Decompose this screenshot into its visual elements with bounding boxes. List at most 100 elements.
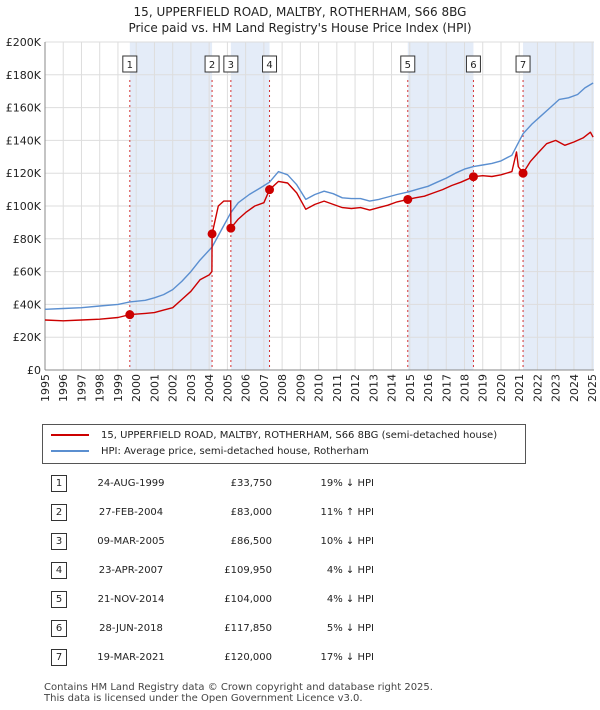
- sale-row: 3 09-MAR-2005 £86,500 10% ↓ HPI: [42, 527, 380, 556]
- sale-hpi-diff: 5% ↓ HPI: [326, 623, 374, 634]
- sale-point: [125, 310, 135, 320]
- x-tick-label: 2001: [148, 374, 161, 402]
- sale-number-cell: 2: [42, 498, 76, 527]
- chart-title: 15, UPPERFIELD ROAD, MALTBY, ROTHERHAM, …: [0, 4, 600, 36]
- x-tick-label: 1998: [94, 374, 107, 402]
- sale-marker-box: [262, 55, 278, 73]
- sales-table: 1 24-AUG-1999 £33,750 19% ↓ HPI 2 27-FEB-2004…: [42, 469, 380, 672]
- sale-price: £83,000: [230, 507, 272, 518]
- sale-marker-label: 5: [405, 60, 411, 71]
- sale-marker-box: [204, 55, 220, 73]
- x-tick-label: 2015: [404, 374, 417, 402]
- legend-swatch-hpi: [51, 450, 89, 452]
- sale-number-badge: 2: [51, 504, 67, 521]
- sale-number-badge: 5: [51, 591, 67, 608]
- x-tick-label: 2020: [495, 374, 508, 402]
- sale-row: 7 19-MAR-2021 £120,000 17% ↓ HPI: [42, 643, 380, 672]
- x-tick-label: 1996: [57, 374, 70, 402]
- sale-marker-box: [223, 55, 239, 73]
- title-line-1: 15, UPPERFIELD ROAD, MALTBY, ROTHERHAM, …: [133, 5, 467, 19]
- x-tick-label: 2014: [386, 374, 399, 402]
- sale-point: [468, 172, 478, 182]
- x-tick-label: 2023: [550, 374, 563, 402]
- sale-marker-label: 4: [266, 60, 272, 71]
- sale-row: 2 27-FEB-2004 £83,000 11% ↑ HPI: [42, 498, 380, 527]
- sale-date: 23-APR-2007: [98, 565, 164, 576]
- sale-number-cell: 3: [42, 527, 76, 556]
- sale-point: [207, 229, 217, 239]
- sale-date: 24-AUG-1999: [97, 478, 165, 489]
- sale-point: [518, 168, 528, 178]
- sale-price: £117,850: [224, 623, 272, 634]
- x-tick-label: 2008: [276, 374, 289, 402]
- sale-number-cell: 5: [42, 585, 76, 614]
- x-tick-label: 2021: [513, 374, 526, 402]
- y-tick-label: £60K: [13, 266, 42, 279]
- legend-label-hpi: HPI: Average price, semi-detached house,…: [101, 446, 369, 457]
- sale-date: 28-JUN-2018: [99, 623, 163, 634]
- legend-item-hpi: HPI: Average price, semi-detached house,…: [51, 445, 369, 459]
- sale-number-badge: 4: [51, 562, 67, 579]
- sale-number-cell: 1: [42, 469, 76, 498]
- x-tick-label: 2006: [240, 374, 253, 402]
- x-tick-label: 2018: [459, 374, 472, 402]
- sale-number-cell: 4: [42, 556, 76, 585]
- y-tick-label: £40K: [13, 298, 42, 311]
- y-tick-label: £100K: [6, 200, 42, 213]
- sale-marker-box: [515, 55, 531, 73]
- legend: 15, UPPERFIELD ROAD, MALTBY, ROTHERHAM, …: [42, 424, 526, 464]
- sale-number-badge: 1: [51, 475, 67, 492]
- sale-row: 4 23-APR-2007 £109,950 4% ↓ HPI: [42, 556, 380, 585]
- sale-point: [265, 185, 275, 195]
- sale-marker-label: 3: [228, 60, 234, 71]
- sale-point: [403, 194, 413, 204]
- legend-label-property: 15, UPPERFIELD ROAD, MALTBY, ROTHERHAM, …: [101, 430, 498, 441]
- y-tick-label: £140K: [6, 134, 42, 147]
- x-tick-label: 1999: [112, 374, 125, 402]
- legend-swatch-property: [51, 434, 89, 436]
- x-tick-label: 2000: [130, 374, 143, 402]
- x-tick-label: 2013: [367, 374, 380, 402]
- footer-licence: This data is licensed under the Open Gov…: [44, 693, 363, 704]
- x-tick-label: 2022: [531, 374, 544, 402]
- x-tick-label: 2002: [167, 374, 180, 402]
- sale-point: [226, 223, 236, 233]
- y-tick-label: £200K: [6, 36, 42, 49]
- sale-price: £104,000: [224, 594, 272, 605]
- x-tick-label: 2009: [294, 374, 307, 402]
- sale-row: 5 21-NOV-2014 £104,000 4% ↓ HPI: [42, 585, 380, 614]
- x-tick-label: 2003: [185, 374, 198, 402]
- sale-marker-label: 7: [520, 60, 526, 71]
- x-tick-label: 1997: [75, 374, 88, 402]
- sale-number-cell: 6: [42, 614, 76, 643]
- y-tick-label: £80K: [13, 233, 42, 246]
- sale-marker-box: [122, 55, 138, 73]
- x-tick-label: 2017: [440, 374, 453, 402]
- x-tick-label: 2010: [313, 374, 326, 402]
- legend-item-property: 15, UPPERFIELD ROAD, MALTBY, ROTHERHAM, …: [51, 429, 497, 443]
- sale-date: 27-FEB-2004: [98, 507, 164, 518]
- x-tick-label: 2016: [422, 374, 435, 402]
- y-tick-label: £120K: [6, 167, 42, 180]
- sale-row: 6 28-JUN-2018 £117,850 5% ↓ HPI: [42, 614, 380, 643]
- footer-copyright: Contains HM Land Registry data © Crown c…: [44, 682, 433, 693]
- sale-hpi-diff: 17% ↓ HPI: [320, 652, 374, 663]
- y-tick-label: £0: [27, 364, 41, 377]
- sale-date: 19-MAR-2021: [97, 652, 165, 663]
- hpi-line: [44, 82, 594, 310]
- x-tick-label: 2005: [221, 374, 234, 402]
- x-tick-label: 2004: [203, 374, 216, 402]
- sale-price: £109,950: [224, 565, 272, 576]
- sale-number-badge: 6: [51, 620, 67, 637]
- y-tick-label: £180K: [6, 69, 42, 82]
- sale-hpi-diff: 10% ↓ HPI: [320, 536, 374, 547]
- sale-price: £33,750: [230, 478, 272, 489]
- sale-marker-label: 6: [470, 60, 476, 71]
- y-tick-label: £160K: [6, 102, 42, 115]
- x-tick-label: 2011: [331, 374, 344, 402]
- x-tick-label: 2024: [568, 374, 581, 402]
- sale-number-cell: 7: [42, 643, 76, 672]
- title-line-2: Price paid vs. HM Land Registry's House …: [128, 21, 472, 35]
- y-tick-label: £20K: [13, 331, 42, 344]
- sale-date: 09-MAR-2005: [97, 536, 165, 547]
